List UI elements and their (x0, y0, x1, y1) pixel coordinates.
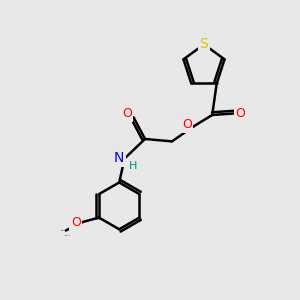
Text: O: O (71, 216, 81, 229)
Text: N: N (114, 151, 124, 165)
Text: O: O (182, 118, 192, 131)
Text: methyl: methyl (61, 230, 65, 231)
Text: O: O (236, 107, 245, 120)
Text: H: H (129, 161, 137, 171)
Text: methoxy: methoxy (64, 235, 71, 236)
Text: S: S (200, 38, 208, 51)
Text: O: O (122, 107, 132, 120)
